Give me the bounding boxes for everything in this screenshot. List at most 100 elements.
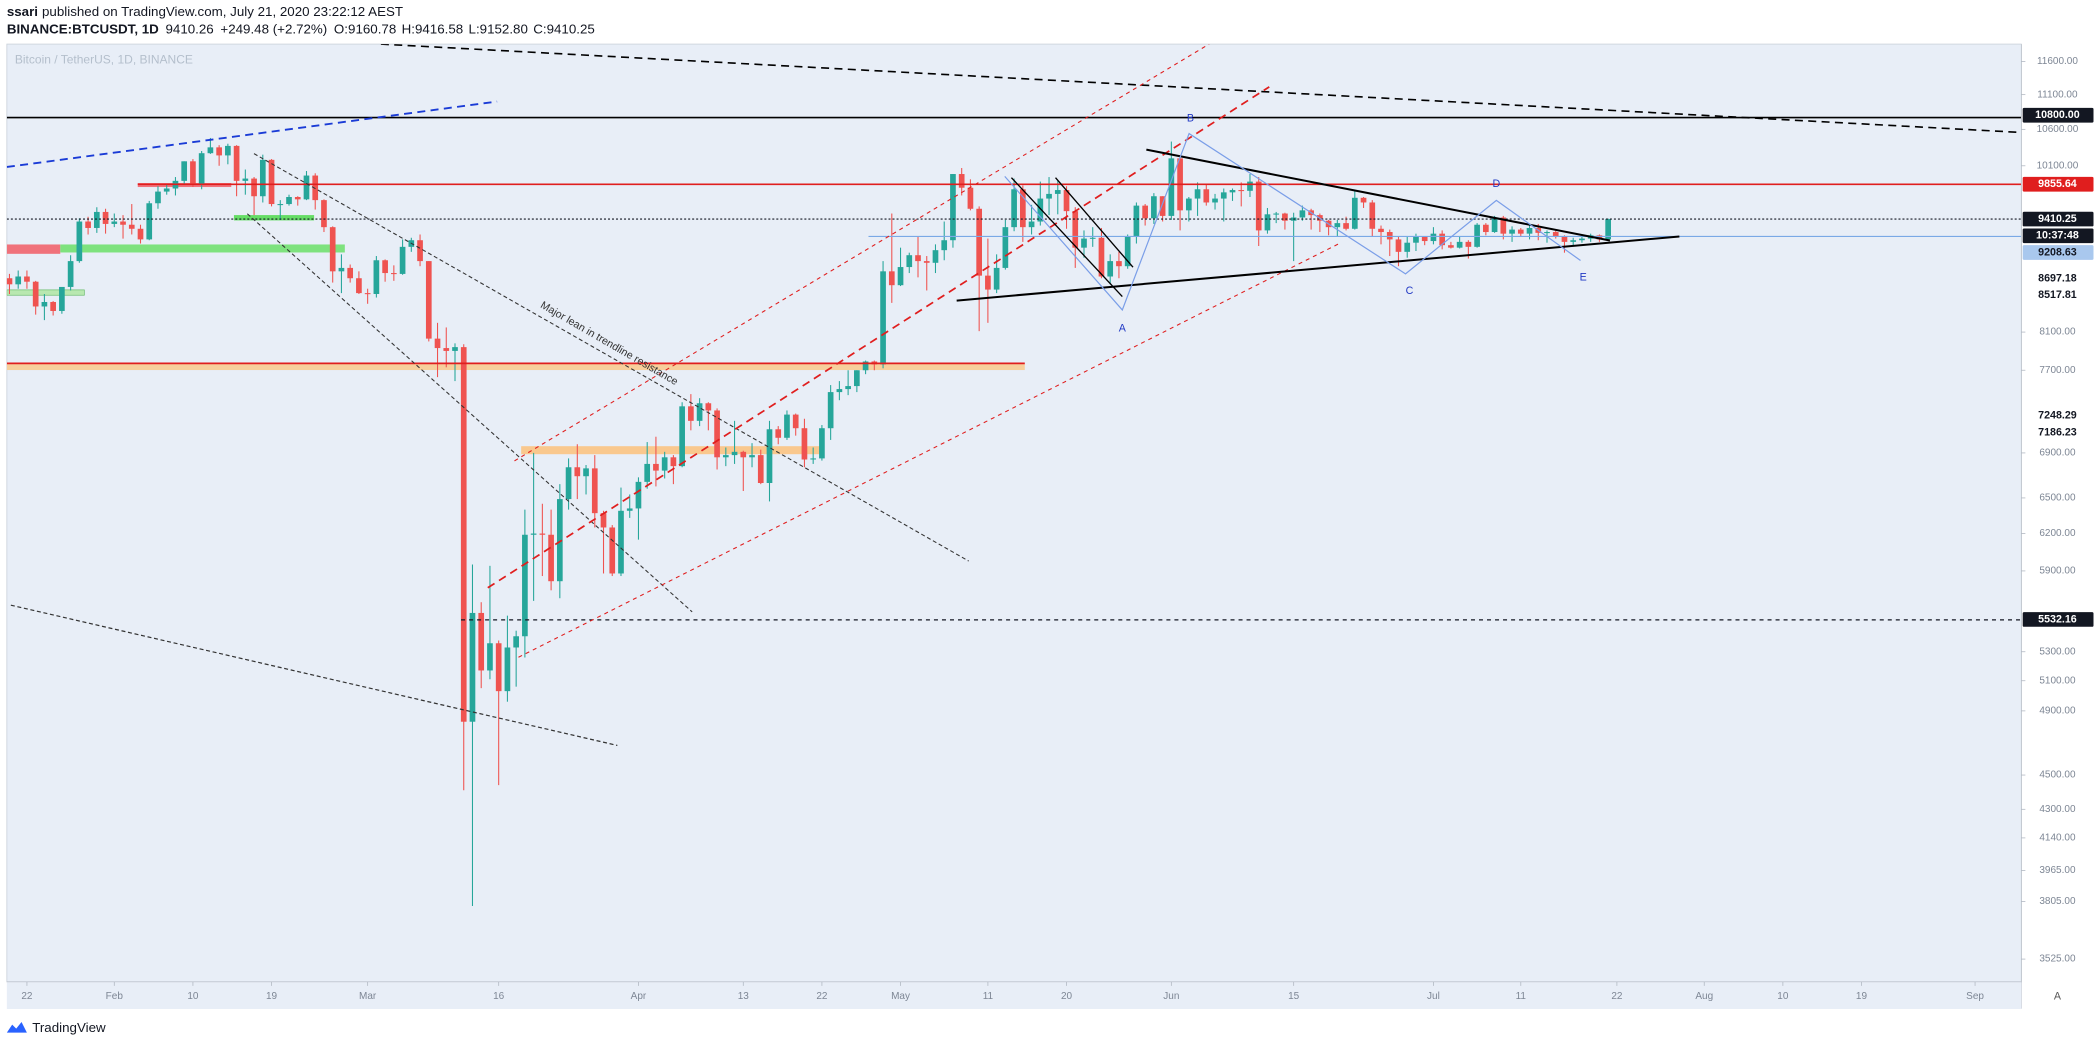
candle-body <box>417 240 423 262</box>
candle-body <box>653 463 659 471</box>
ohlc-key: H: <box>402 21 415 36</box>
candle-body <box>1456 241 1463 248</box>
candle-body <box>862 361 869 371</box>
zone <box>6 363 1025 371</box>
candle-body <box>740 451 747 458</box>
ohlc-value: 9152.80 <box>480 21 528 36</box>
candle-body <box>644 463 651 482</box>
ohlc-value: 9416.58 <box>415 21 463 36</box>
last-price: 9410.26 <box>166 21 214 36</box>
candle-body <box>530 533 537 535</box>
candle-body <box>146 203 153 240</box>
ohlc-value: 9160.78 <box>348 21 396 36</box>
trend-line <box>246 213 693 613</box>
x-tick-label: 20 <box>1061 991 1073 1002</box>
candle-body <box>1089 237 1096 239</box>
candle-body <box>198 153 205 185</box>
candle-body <box>382 260 388 274</box>
candle-body <box>294 197 301 200</box>
candle-body <box>120 221 126 225</box>
symbol-line: BINANCE:BTCUSDT, 1D 9410.26 +249.48 (+2.72… <box>7 21 595 36</box>
candle-body <box>59 286 65 311</box>
trend-line <box>6 100 498 168</box>
candle-body <box>1168 158 1175 216</box>
candle-body <box>1561 236 1568 242</box>
candle-body <box>1570 240 1577 242</box>
ohlc-key: C: <box>533 21 546 36</box>
candle-body <box>1238 190 1245 192</box>
candle-body <box>522 534 528 637</box>
candle-body <box>792 414 799 429</box>
candle-body <box>32 281 39 307</box>
candle-body <box>1404 242 1411 252</box>
candle-body <box>591 468 598 514</box>
candle-body <box>583 468 589 477</box>
candle-body <box>775 429 782 438</box>
candle-body <box>1028 221 1035 228</box>
candle-body <box>1369 202 1376 229</box>
candle-body <box>749 455 755 458</box>
candle-body <box>836 389 843 393</box>
candle-body <box>434 338 441 349</box>
candle-body <box>286 197 292 205</box>
zone <box>60 244 345 253</box>
candle-body <box>242 178 249 181</box>
candle-body <box>1072 211 1079 248</box>
candle-body <box>67 261 74 287</box>
candle-body <box>1037 198 1044 222</box>
pattern-point: E <box>1580 272 1587 284</box>
axis-mode[interactable]: A <box>2054 990 2062 1002</box>
x-tick-label: Jul <box>1427 991 1440 1002</box>
candle-body <box>1605 219 1611 240</box>
candle-body <box>1220 192 1227 199</box>
candle-body <box>1474 224 1480 247</box>
publish-line: ssari published on TradingView.com, July … <box>7 4 403 19</box>
candle-body <box>1465 241 1472 247</box>
candle-body <box>915 255 921 262</box>
countdown-tag <box>2022 228 2094 244</box>
y-tick-label: 3965.00 <box>2039 865 2076 876</box>
price-tag <box>2022 408 2094 424</box>
y-tick-label: 4900.00 <box>2039 706 2076 717</box>
x-tick-label: Feb <box>106 991 124 1002</box>
candle-body <box>1386 232 1393 240</box>
x-tick-label: Jun <box>1163 991 1179 1002</box>
pattern-point: B <box>1187 113 1194 125</box>
candle-body <box>854 370 860 387</box>
trend-line <box>10 604 618 747</box>
channel-line <box>518 242 1341 658</box>
candle-body <box>1351 197 1358 229</box>
candle-body <box>1002 227 1009 268</box>
candle-body <box>679 406 685 467</box>
candle-body <box>539 533 546 535</box>
watermark-title: Bitcoin / TetherUS, 1D, BINANCE <box>15 52 193 66</box>
brand-logo <box>6 1021 27 1033</box>
candle-body <box>784 414 790 438</box>
candle-body <box>714 410 720 458</box>
candle-body <box>163 188 170 192</box>
candle-body <box>958 174 965 188</box>
channel-line <box>487 86 1270 589</box>
candle-body <box>923 261 930 263</box>
candle-body <box>1247 181 1253 191</box>
y-tick-label: 6900.00 <box>2039 448 2076 459</box>
candle-body <box>1229 190 1236 193</box>
candle-body <box>600 513 607 528</box>
candle-body <box>1378 228 1384 233</box>
y-tick-label: 11600.00 <box>2037 56 2078 67</box>
candle-body <box>1483 224 1489 233</box>
y-tick-label: 11100.00 <box>2037 89 2078 100</box>
price-tag <box>2022 271 2094 286</box>
candle-body <box>1151 196 1157 219</box>
pattern-point: C <box>1406 285 1414 297</box>
x-tick-label: 19 <box>1856 991 1868 1002</box>
candle-body <box>556 499 563 582</box>
channel-line <box>514 44 1210 462</box>
zone <box>233 215 315 221</box>
candle-body <box>216 147 222 156</box>
price-tag-label: 9855.64 <box>2038 178 2077 190</box>
candle-body <box>487 643 493 671</box>
candle-body <box>1579 238 1585 241</box>
candle-body <box>1360 197 1367 203</box>
trend-line <box>253 153 969 562</box>
